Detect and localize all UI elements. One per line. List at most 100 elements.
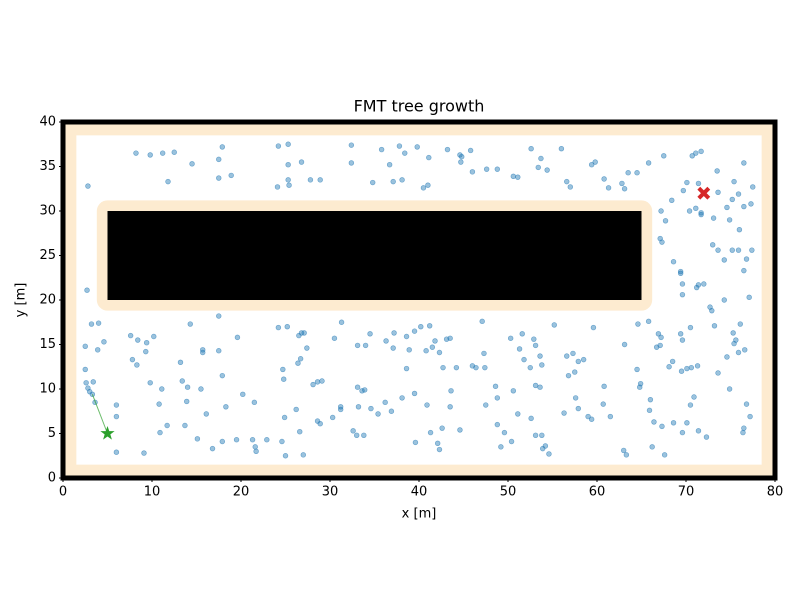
sample-point — [575, 358, 582, 365]
sample-point — [252, 444, 258, 450]
sample-point — [494, 421, 501, 428]
sample-point — [469, 169, 476, 175]
sample-point — [698, 210, 704, 216]
sample-point — [532, 382, 539, 389]
sample-point — [319, 378, 325, 384]
sample-point — [679, 429, 686, 436]
sample-point — [590, 324, 597, 331]
sample-point — [113, 402, 120, 408]
x-tick-label: 60 — [589, 485, 606, 500]
sample-point — [684, 179, 690, 186]
sample-point — [730, 330, 736, 336]
sample-point — [747, 413, 753, 420]
sample-point — [275, 324, 282, 331]
sample-point — [147, 152, 153, 158]
sample-point — [743, 256, 750, 262]
sample-point — [406, 347, 412, 353]
sample-point — [135, 337, 141, 343]
sample-point — [516, 346, 523, 352]
sample-point — [383, 338, 389, 344]
sample-point — [127, 332, 134, 339]
sample-point — [742, 347, 748, 353]
sample-point — [444, 146, 451, 153]
sample-point — [209, 445, 216, 452]
sample-point — [420, 185, 427, 191]
sample-point — [95, 347, 101, 353]
sample-point — [527, 364, 533, 371]
sample-point — [724, 354, 730, 360]
sample-point — [735, 191, 742, 197]
sample-point — [427, 429, 434, 436]
sample-point — [687, 402, 694, 408]
sample-point — [535, 164, 541, 171]
sample-point — [390, 178, 396, 185]
sample-point — [200, 349, 206, 356]
sample-point — [402, 150, 408, 156]
sample-point — [216, 175, 222, 181]
sample-point — [501, 429, 508, 436]
sample-point — [721, 297, 727, 303]
sample-point — [646, 407, 653, 414]
sample-point — [686, 208, 693, 214]
sample-point — [414, 144, 420, 150]
sample-point — [564, 353, 570, 359]
sample-point — [528, 415, 534, 422]
sample-point — [572, 395, 579, 401]
sample-point — [735, 349, 742, 356]
sample-point — [528, 146, 534, 152]
sample-point — [662, 218, 669, 224]
sample-point — [746, 294, 752, 301]
sample-point — [710, 215, 717, 221]
sample-point — [661, 452, 668, 458]
sample-point — [483, 402, 489, 408]
sample-point — [297, 429, 303, 435]
sample-point — [572, 369, 578, 375]
sample-point — [90, 379, 96, 385]
sample-point — [621, 341, 628, 348]
sample-point — [274, 184, 281, 190]
sample-point — [399, 177, 405, 183]
sample-point — [310, 381, 316, 388]
x-tick-label: 30 — [322, 485, 339, 500]
sample-point — [391, 330, 397, 336]
sample-point — [715, 247, 721, 253]
sample-point — [537, 384, 543, 390]
sample-point — [531, 336, 537, 342]
sample-point — [436, 446, 443, 453]
sample-point — [159, 386, 165, 392]
sample-point — [396, 143, 403, 149]
sample-point — [388, 408, 395, 414]
sample-point — [479, 318, 485, 325]
sample-point — [570, 350, 576, 357]
sample-point — [498, 444, 504, 450]
sample-point — [143, 348, 149, 355]
x-tick-label: 0 — [59, 485, 67, 500]
sample-point — [378, 146, 385, 153]
sample-point — [300, 452, 306, 458]
x-tick-label: 40 — [411, 485, 428, 500]
sample-point — [375, 411, 381, 417]
sample-point — [693, 205, 699, 212]
sample-point — [83, 380, 89, 386]
sample-point — [694, 363, 701, 369]
sample-point — [743, 401, 750, 407]
sample-point — [253, 448, 259, 454]
sample-point — [735, 247, 742, 253]
sample-point — [453, 364, 460, 371]
sample-point — [736, 226, 743, 233]
sample-point — [669, 197, 675, 204]
sample-point — [726, 386, 733, 392]
sample-point — [647, 396, 654, 403]
sample-point — [749, 247, 755, 253]
sample-point — [113, 449, 120, 455]
sample-point — [350, 428, 356, 434]
sample-point — [337, 404, 344, 410]
sample-point — [355, 404, 362, 410]
sample-point — [507, 335, 514, 341]
sample-point — [659, 423, 665, 430]
sample-point — [709, 242, 716, 248]
sample-point — [228, 172, 234, 179]
sample-point — [658, 334, 664, 341]
sample-point — [216, 156, 222, 163]
sample-point — [249, 437, 256, 443]
